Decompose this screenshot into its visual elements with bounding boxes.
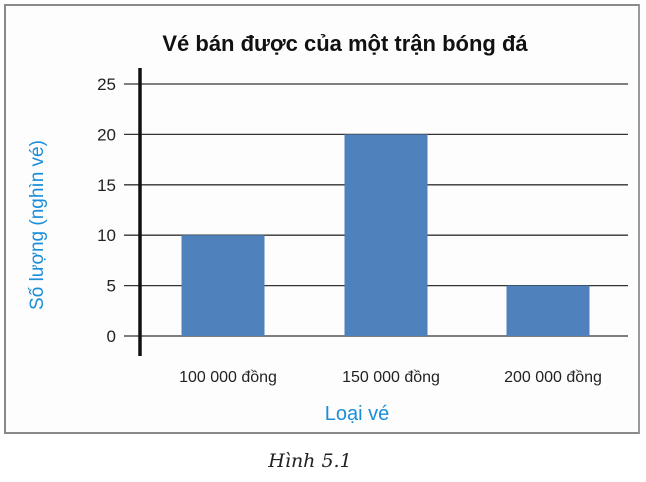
y-tick-label: 20 xyxy=(97,125,116,144)
y-tick-label: 0 xyxy=(107,327,116,346)
y-tick-label: 15 xyxy=(97,176,116,195)
y-tick-label: 5 xyxy=(107,277,116,296)
figure-caption: Hình 5.1 xyxy=(268,450,352,472)
y-tick-label: 25 xyxy=(97,75,116,94)
x-tick-label: 200 000 đồng xyxy=(504,369,602,386)
x-tick-label: 100 000 đồng xyxy=(179,369,277,386)
chart-frame xyxy=(4,4,640,434)
x-tick-label: 150 000 đồng xyxy=(342,369,440,386)
bar xyxy=(344,134,428,336)
bar xyxy=(181,235,265,336)
y-tick-label: 10 xyxy=(97,226,116,245)
x-axis-label: Loại vé xyxy=(325,403,390,425)
chart-title: Vé bán được của một trận bóng đá xyxy=(162,31,528,56)
y-axis-label: Số lượng (nghìn vé) xyxy=(27,140,48,310)
bar xyxy=(506,285,590,336)
